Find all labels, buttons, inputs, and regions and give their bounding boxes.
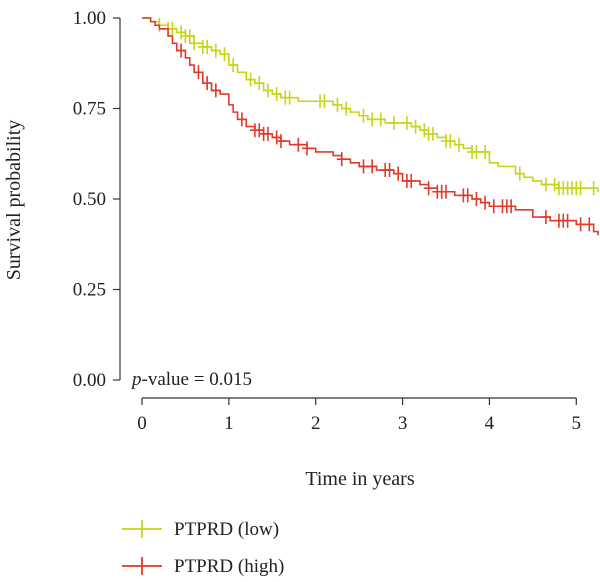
censor-mark <box>427 126 438 141</box>
y-ticks: 0.00 0.25 0.50 0.75 1.00 <box>73 8 120 391</box>
censor-mark <box>341 101 352 116</box>
censor-mark <box>176 43 187 58</box>
x-tick-label: 5 <box>572 413 582 434</box>
series-layer <box>142 17 599 236</box>
censor-mark <box>332 97 343 112</box>
x-tick-label: 0 <box>137 413 147 434</box>
censor-mark <box>454 137 465 152</box>
x-tick-label: 2 <box>311 413 321 434</box>
censor-mark <box>271 130 282 145</box>
x-tick-label: 1 <box>224 413 234 434</box>
series-ptprd-high <box>142 17 599 236</box>
censor-mark <box>189 36 200 51</box>
censor-mark <box>471 192 482 206</box>
censor-mark <box>319 94 330 109</box>
censor-mark <box>480 195 491 210</box>
censor-mark <box>575 217 586 232</box>
legend-label: PTPRD (low) <box>174 519 279 540</box>
censor-mark <box>193 65 204 80</box>
censor-mark <box>358 108 369 123</box>
censor-mark <box>471 144 482 159</box>
legend-label: PTPRD (high) <box>174 556 284 577</box>
survival-curve-ptprd-high <box>142 17 599 236</box>
censor-mark <box>384 163 395 178</box>
censor-mark <box>419 123 430 138</box>
x-tick-label: 4 <box>485 413 495 434</box>
censor-mark <box>254 123 265 138</box>
legend-swatch <box>122 557 162 575</box>
y-tick-label: 0.50 <box>73 189 106 210</box>
censor-mark <box>275 134 286 149</box>
censor-mark <box>549 177 560 192</box>
series-ptprd-low <box>142 17 599 196</box>
censor-mark <box>575 181 586 196</box>
y-tick-label: 0.75 <box>73 99 106 120</box>
censor-mark <box>584 217 595 232</box>
censor-mark <box>410 119 421 134</box>
censor-mark <box>358 159 369 174</box>
censor-mark <box>176 25 187 40</box>
censor-mark <box>401 115 412 130</box>
legend-item: PTPRD (high) <box>122 556 284 577</box>
censor-mark <box>367 112 378 127</box>
censor-mark <box>445 134 456 149</box>
censor-mark <box>219 47 230 62</box>
censor-mark <box>271 87 282 102</box>
x-ticks: 0 1 2 3 4 5 <box>137 398 581 434</box>
censor-mark <box>262 126 273 141</box>
censor-mark <box>562 213 573 228</box>
censor-mark <box>506 199 517 214</box>
censor-mark <box>406 173 417 188</box>
y-tick-label: 0.00 <box>73 370 106 391</box>
legend-item: PTPRD (low) <box>122 519 279 540</box>
censor-mark <box>393 166 404 181</box>
censor-mark <box>236 112 247 127</box>
axes: 0.00 0.25 0.50 0.75 1.00 0 1 2 3 4 5 <box>73 8 581 434</box>
censor-mark <box>388 115 399 130</box>
censor-mark <box>202 39 213 54</box>
censor-mark <box>375 112 386 127</box>
y-tick-label: 0.25 <box>73 280 106 301</box>
censor-mark <box>423 181 434 196</box>
legend-swatch <box>122 520 162 538</box>
censor-mark <box>262 83 273 98</box>
censor-mark <box>293 137 304 152</box>
censor-mark <box>367 159 378 174</box>
censor-mark <box>441 184 451 199</box>
censor-mark <box>480 144 491 159</box>
censor-mark <box>336 152 347 167</box>
x-axis-title: Time in years <box>305 468 414 490</box>
y-tick-label: 1.00 <box>73 8 106 29</box>
censor-mark <box>462 188 473 203</box>
censor-mark <box>254 76 265 91</box>
censor-mark <box>167 21 178 36</box>
legend: PTPRD (low) PTPRD (high) <box>122 519 284 577</box>
censor-mark <box>184 29 195 44</box>
censor-mark <box>514 166 525 181</box>
censor-mark <box>228 58 239 73</box>
x-tick-label: 3 <box>398 413 408 434</box>
censor-mark <box>202 76 213 91</box>
censor-mark <box>210 43 221 58</box>
censor-mark <box>540 210 551 225</box>
censor-mark <box>245 72 256 87</box>
censor-mark <box>488 199 499 214</box>
censor-mark <box>540 177 551 192</box>
p-value-annotation: p-value = 0.015 <box>130 369 252 390</box>
p-value-text: -value = 0.015 <box>142 369 252 390</box>
censor-mark <box>588 181 599 196</box>
y-axis-title: Survival probability <box>3 120 25 281</box>
censor-mark <box>284 90 295 105</box>
censor-mark <box>210 83 221 98</box>
censor-mark <box>302 141 313 156</box>
p-value-prefix: p <box>130 369 142 390</box>
